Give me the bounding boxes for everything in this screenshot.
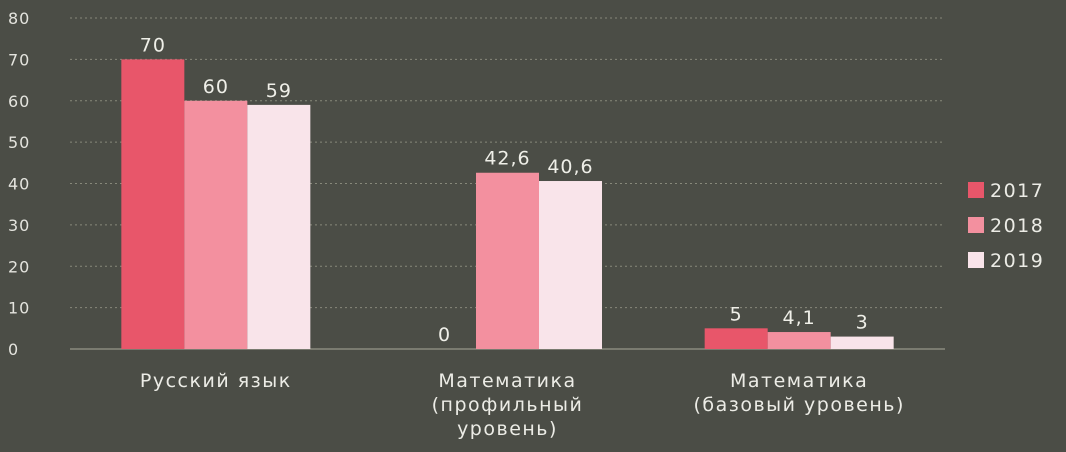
y-tick-label: 10 — [8, 299, 30, 318]
category-label: (базовый уровень) — [693, 394, 904, 416]
bar-2019 — [830, 336, 894, 349]
data-label: 70 — [140, 34, 166, 56]
data-label: 40,6 — [547, 156, 593, 178]
bar-2018 — [767, 332, 831, 349]
y-tick-label: 80 — [8, 9, 30, 28]
bar-2017 — [704, 328, 768, 349]
legend-label: 2017 — [990, 180, 1044, 202]
data-label: 0 — [438, 324, 451, 346]
legend-swatch — [968, 182, 984, 198]
category-label: (профильный — [432, 394, 584, 416]
bar-2018 — [476, 172, 539, 349]
data-label: 60 — [203, 76, 229, 98]
legend-label: 2018 — [990, 215, 1044, 237]
data-label: 59 — [266, 80, 292, 102]
bar-2017 — [121, 59, 185, 349]
legend-swatch — [968, 252, 984, 268]
category-label: уровень) — [457, 418, 558, 440]
data-label: 42,6 — [484, 148, 530, 170]
legend-label: 2019 — [990, 250, 1044, 272]
y-tick-label: 70 — [8, 50, 30, 69]
category-label: Русский язык — [140, 370, 292, 392]
bar-2019 — [539, 181, 602, 349]
y-tick-label: 40 — [8, 175, 30, 194]
y-tick-label: 20 — [8, 257, 30, 276]
data-label: 4,1 — [783, 307, 816, 329]
data-label: 5 — [730, 303, 743, 325]
bar-2018 — [184, 100, 248, 349]
y-tick-label: 50 — [8, 133, 30, 152]
y-tick-label: 0 — [8, 340, 19, 359]
category-label: Математика — [730, 370, 868, 392]
y-tick-label: 60 — [8, 92, 30, 111]
data-label: 3 — [856, 312, 869, 334]
legend-swatch — [968, 217, 984, 233]
bar-2019 — [247, 104, 311, 349]
y-tick-label: 30 — [8, 216, 30, 235]
category-label: Математика — [438, 370, 576, 392]
